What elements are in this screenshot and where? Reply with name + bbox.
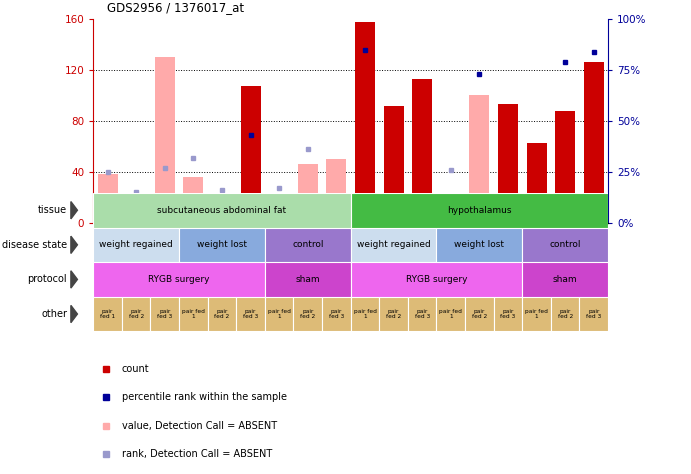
Bar — [179, 297, 208, 331]
Text: control: control — [292, 240, 323, 249]
Text: RYGB surgery: RYGB surgery — [149, 275, 210, 284]
Text: RYGB surgery: RYGB surgery — [406, 275, 467, 284]
Text: pair
fed 2: pair fed 2 — [386, 309, 401, 319]
Bar — [351, 297, 379, 331]
Bar — [527, 143, 547, 223]
Text: protocol: protocol — [28, 274, 67, 284]
Bar — [93, 297, 122, 331]
Text: GDS2956 / 1376017_at: GDS2956 / 1376017_at — [107, 1, 244, 14]
Bar — [240, 86, 261, 223]
Text: tissue: tissue — [38, 205, 67, 215]
Bar — [326, 159, 346, 223]
Bar — [584, 62, 604, 223]
Text: weight regained: weight regained — [357, 240, 430, 249]
Text: pair fed
1: pair fed 1 — [267, 309, 291, 319]
Bar — [522, 297, 551, 331]
Bar — [126, 220, 146, 223]
Bar — [93, 228, 179, 262]
Bar — [351, 193, 608, 228]
Bar — [437, 228, 522, 262]
Bar — [437, 297, 465, 331]
Text: pair
fed 3: pair fed 3 — [157, 309, 173, 319]
Text: pair fed
1: pair fed 1 — [525, 309, 548, 319]
Bar — [294, 297, 322, 331]
Text: other: other — [41, 309, 67, 319]
Polygon shape — [71, 201, 77, 219]
Bar — [97, 174, 117, 223]
Text: count: count — [122, 364, 149, 374]
Text: weight lost: weight lost — [197, 240, 247, 249]
Text: pair
fed 3: pair fed 3 — [243, 309, 258, 319]
Polygon shape — [71, 236, 77, 254]
Bar — [265, 297, 294, 331]
Bar — [408, 297, 437, 331]
Text: pair fed
1: pair fed 1 — [439, 309, 462, 319]
Bar — [493, 297, 522, 331]
Text: pair
fed 2: pair fed 2 — [558, 309, 573, 319]
Text: rank, Detection Call = ABSENT: rank, Detection Call = ABSENT — [122, 449, 272, 459]
Bar — [498, 104, 518, 223]
Text: control: control — [549, 240, 581, 249]
Text: sham: sham — [296, 275, 320, 284]
Bar — [351, 262, 522, 297]
Bar — [379, 297, 408, 331]
Bar — [126, 220, 146, 223]
Text: pair
fed 2: pair fed 2 — [472, 309, 487, 319]
Bar — [265, 262, 351, 297]
Bar — [412, 79, 432, 223]
Bar — [469, 95, 489, 223]
Bar — [151, 297, 179, 331]
Bar — [179, 228, 265, 262]
Text: percentile rank within the sample: percentile rank within the sample — [122, 392, 287, 402]
Bar — [465, 297, 493, 331]
Polygon shape — [71, 271, 77, 288]
Text: pair
fed 2: pair fed 2 — [300, 309, 315, 319]
Text: weight lost: weight lost — [455, 240, 504, 249]
Bar — [355, 21, 375, 223]
Bar — [580, 297, 608, 331]
Bar — [384, 106, 404, 223]
Polygon shape — [71, 305, 77, 323]
Text: disease state: disease state — [2, 240, 67, 250]
Text: pair fed
1: pair fed 1 — [182, 309, 205, 319]
Text: sham: sham — [553, 275, 578, 284]
Bar — [122, 297, 151, 331]
Bar — [93, 193, 351, 228]
Text: weight regained: weight regained — [100, 240, 173, 249]
Text: pair
fed 1: pair fed 1 — [100, 309, 115, 319]
Text: pair fed
1: pair fed 1 — [354, 309, 377, 319]
Bar — [522, 228, 608, 262]
Text: pair
fed 3: pair fed 3 — [586, 309, 601, 319]
Text: pair
fed 2: pair fed 2 — [214, 309, 229, 319]
Text: pair
fed 3: pair fed 3 — [415, 309, 430, 319]
Bar — [298, 164, 318, 223]
Bar — [183, 177, 203, 223]
Bar — [208, 297, 236, 331]
Text: hypothalamus: hypothalamus — [447, 206, 511, 215]
Text: subcutaneous abdominal fat: subcutaneous abdominal fat — [158, 206, 287, 215]
Text: value, Detection Call = ABSENT: value, Detection Call = ABSENT — [122, 420, 276, 431]
Text: pair
fed 2: pair fed 2 — [129, 309, 144, 319]
Bar — [236, 297, 265, 331]
Bar — [322, 297, 351, 331]
Text: pair
fed 3: pair fed 3 — [500, 309, 515, 319]
Bar — [522, 262, 608, 297]
Bar — [351, 228, 437, 262]
Bar — [93, 262, 265, 297]
Bar — [555, 111, 575, 223]
Bar — [551, 297, 580, 331]
Bar — [265, 228, 351, 262]
Text: pair
fed 3: pair fed 3 — [329, 309, 344, 319]
Bar — [155, 57, 175, 223]
